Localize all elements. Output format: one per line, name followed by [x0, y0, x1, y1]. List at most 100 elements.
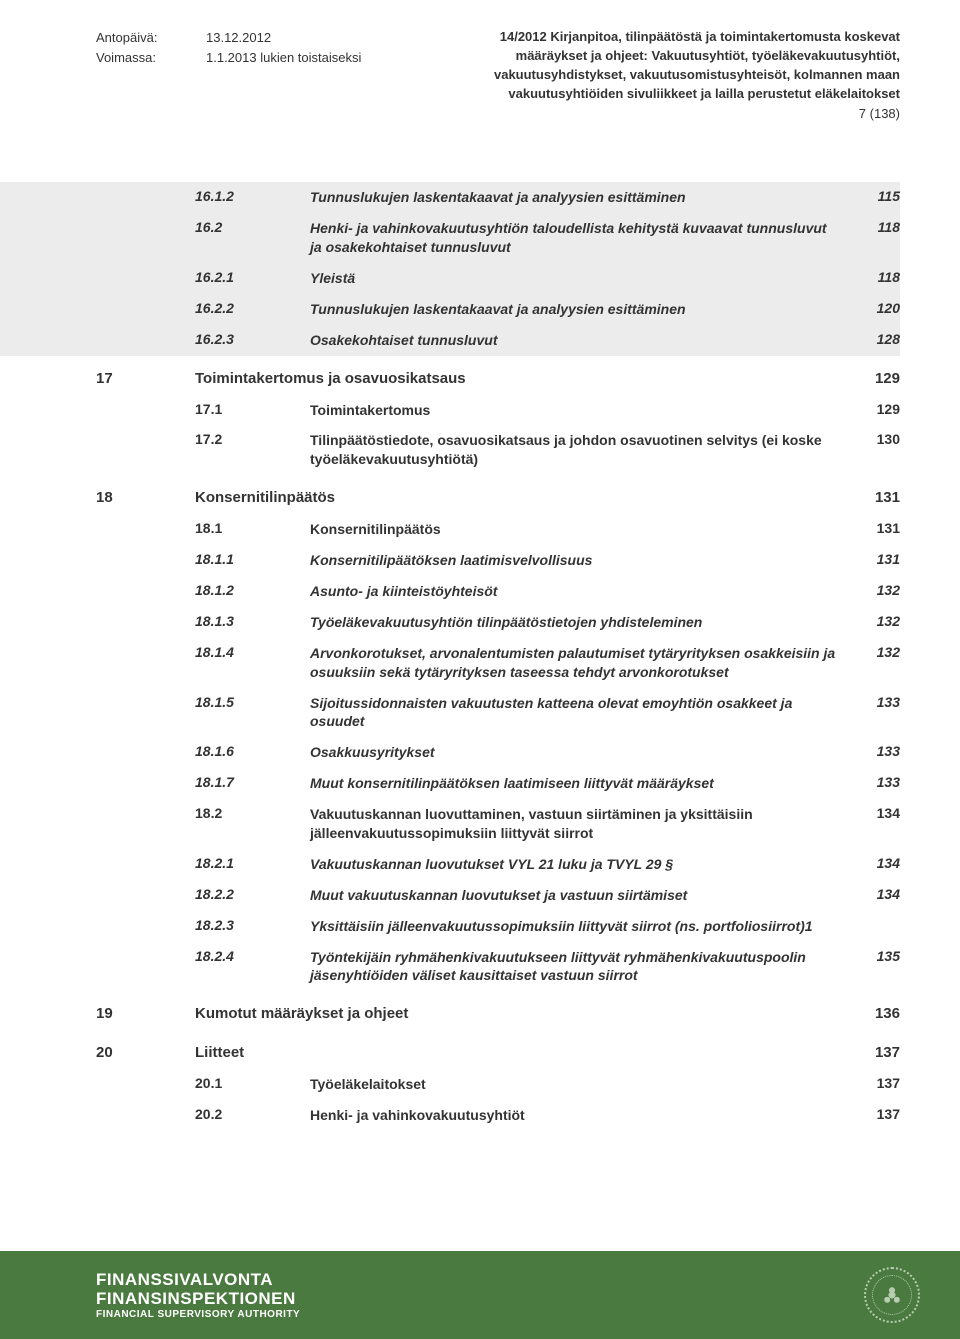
toc-chapter-number: 18 — [0, 489, 195, 506]
toc-row: 18.1.4Arvonkorotukset, arvonalentumisten… — [0, 638, 900, 688]
toc-entry-page: 133 — [854, 743, 900, 759]
toc-row: 18.2.4Työntekijäin ryhmähenkivakuutuksee… — [0, 942, 900, 992]
seal-icon — [864, 1267, 920, 1323]
toc-entry-number: 18.1.5 — [195, 694, 310, 710]
document-header: Antopäivä: 13.12.2012 Voimassa: 1.1.2013… — [0, 0, 960, 172]
toc-entry-title: Vakuutuskannan luovuttaminen, vastuun si… — [310, 805, 854, 843]
toc-row: 18.1Konsernitilinpäätös131 — [0, 514, 900, 545]
footer-line-2: FINANSINSPEKTIONEN — [96, 1289, 300, 1309]
toc-entry-page: 137 — [854, 1106, 900, 1122]
toc-entry-title: Muut vakuutuskannan luovutukset ja vastu… — [310, 886, 854, 905]
toc-entry-title: Vakuutuskannan luovutukset VYL 21 luku j… — [310, 855, 854, 874]
toc-entry-page: 137 — [854, 1044, 900, 1061]
toc-entry-page: 132 — [854, 644, 900, 660]
toc-entry-number: 20.1 — [195, 1075, 310, 1091]
toc-entry-title: Yksittäisiin jälleenvakuutussopimuksiin … — [310, 917, 854, 936]
toc-row: 18.2.3Yksittäisiin jälleenvakuutussopimu… — [0, 911, 900, 942]
toc-entry-page: 128 — [854, 331, 900, 347]
toc-row: 18.1.6Osakkuusyritykset133 — [0, 737, 900, 768]
toc-entry-number: 16.2 — [195, 219, 310, 235]
toc-chapter-number: 17 — [0, 370, 195, 387]
toc-entry-title: Työeläkelaitokset — [310, 1075, 854, 1094]
page-number: 7 (138) — [494, 105, 900, 124]
toc-entry-page: 132 — [854, 613, 900, 629]
toc-section-row: 17Toimintakertomus ja osavuosikatsaus129 — [0, 356, 900, 395]
toc-row: 18.1.2Asunto- ja kiinteistöyhteisöt132 — [0, 576, 900, 607]
toc-row: 18.1.3Työeläkevakuutusyhtiön tilinpäätös… — [0, 607, 900, 638]
toc-entry-title: Arvonkorotukset, arvonalentumisten palau… — [310, 644, 854, 682]
toc-entry-title: Osakkuusyritykset — [310, 743, 854, 762]
toc-entry-page: 115 — [854, 188, 900, 204]
toc-row: 16.2.2Tunnuslukujen laskentakaavat ja an… — [0, 294, 900, 325]
toc-entry-title: Osakekohtaiset tunnusluvut — [310, 331, 854, 350]
issue-date-value: 13.12.2012 — [206, 28, 271, 48]
toc-chapter-number: 20 — [0, 1044, 195, 1061]
toc-entry-title: Henki- ja vahinkovakuutusyhtiöt — [310, 1106, 854, 1125]
toc-entry-page: 134 — [854, 855, 900, 871]
toc-entry-title: Asunto- ja kiinteistöyhteisöt — [310, 582, 854, 601]
toc-entry-title: Työntekijäin ryhmähenkivakuutukseen liit… — [310, 948, 854, 986]
toc-section-title: Toimintakertomus ja osavuosikatsaus — [195, 370, 854, 387]
footer: FINANSSIVALVONTA FINANSINSPEKTIONEN FINA… — [0, 1251, 960, 1339]
toc-entry-number: 16.2.1 — [195, 269, 310, 285]
title-line: vakuutusyhtiöiden sivuliikkeet ja lailla… — [494, 85, 900, 104]
toc-row: 18.2.1Vakuutuskannan luovutukset VYL 21 … — [0, 849, 900, 880]
toc-entry-page: 133 — [854, 774, 900, 790]
toc-row: 16.2Henki- ja vahinkovakuutusyhtiön talo… — [0, 213, 900, 263]
toc-row: 20.2Henki- ja vahinkovakuutusyhtiöt137 — [0, 1100, 900, 1131]
toc-section-row: 18Konsernitilinpäätös131 — [0, 475, 900, 514]
toc-entry-page: 129 — [854, 370, 900, 387]
toc-entry-number: 18.1.6 — [195, 743, 310, 759]
toc-entry-title: Työeläkevakuutusyhtiön tilinpäätöstietoj… — [310, 613, 854, 632]
title-line: määräykset ja ohjeet: Vakuutusyhtiöt, ty… — [494, 47, 900, 66]
toc-entry-title: Muut konsernitilinpäätöksen laatimiseen … — [310, 774, 854, 793]
toc-row: 18.1.1Konsernitilipäätöksen laatimisvelv… — [0, 545, 900, 576]
title-line: 14/2012 Kirjanpitoa, tilinpäätöstä ja to… — [494, 28, 900, 47]
toc-entry-number: 20.2 — [195, 1106, 310, 1122]
toc-entry-number: 18.1.3 — [195, 613, 310, 629]
toc-entry-number: 18.2.3 — [195, 917, 310, 933]
toc-entry-page: 120 — [854, 300, 900, 316]
toc-entry-number: 18.1.4 — [195, 644, 310, 660]
toc-entry-number: 18.2.4 — [195, 948, 310, 964]
toc-row: 17.2Tilinpäätöstiedote, osavuosikatsaus … — [0, 425, 900, 475]
toc-entry-page: 133 — [854, 694, 900, 710]
toc-entry-page: 131 — [854, 520, 900, 536]
valid-label: Voimassa: — [96, 48, 206, 68]
toc-entry-title: Tunnuslukujen laskentakaavat ja analyysi… — [310, 188, 854, 207]
toc-entry-title: Henki- ja vahinkovakuutusyhtiön taloudel… — [310, 219, 854, 257]
toc-entry-page: 134 — [854, 886, 900, 902]
toc-row: 18.1.5Sijoitussidonnaisten vakuutusten k… — [0, 688, 900, 738]
toc-entry-page: 130 — [854, 431, 900, 447]
toc-entry-number: 17.1 — [195, 401, 310, 417]
title-line: vakuutusyhdistykset, vakuutusomistusyhte… — [494, 66, 900, 85]
toc-row: 18.2Vakuutuskannan luovuttaminen, vastuu… — [0, 799, 900, 849]
toc-entry-number: 18.2.1 — [195, 855, 310, 871]
toc-entry-number: 18.1.2 — [195, 582, 310, 598]
table-of-contents: 16.1.2Tunnuslukujen laskentakaavat ja an… — [0, 172, 960, 1131]
toc-entry-page: 131 — [854, 489, 900, 506]
toc-entry-number: 18.1.1 — [195, 551, 310, 567]
toc-row: 20.1Työeläkelaitokset137 — [0, 1069, 900, 1100]
toc-entry-page: 136 — [854, 1005, 900, 1022]
toc-row: 17.1Toimintakertomus129 — [0, 395, 900, 426]
valid-value: 1.1.2013 lukien toistaiseksi — [206, 48, 361, 68]
toc-entry-title: Tunnuslukujen laskentakaavat ja analyysi… — [310, 300, 854, 319]
footer-org-name: FINANSSIVALVONTA FINANSINSPEKTIONEN FINA… — [96, 1270, 300, 1321]
toc-entry-number: 18.1.7 — [195, 774, 310, 790]
toc-row: 16.2.1Yleistä118 — [0, 263, 900, 294]
toc-entry-page: 129 — [854, 401, 900, 417]
toc-chapter-number: 19 — [0, 1005, 195, 1022]
header-title: 14/2012 Kirjanpitoa, tilinpäätöstä ja to… — [494, 28, 900, 124]
toc-section-row: 20Liitteet137 — [0, 1030, 900, 1069]
toc-entry-page: 131 — [854, 551, 900, 567]
toc-row: 18.2.2Muut vakuutuskannan luovutukset ja… — [0, 880, 900, 911]
toc-section-title: Konsernitilinpäätös — [195, 489, 854, 506]
toc-entry-page: 135 — [854, 948, 900, 964]
toc-entry-title: Konsernitilipäätöksen laatimisvelvollisu… — [310, 551, 854, 570]
toc-entry-number: 16.2.3 — [195, 331, 310, 347]
toc-entry-title: Toimintakertomus — [310, 401, 854, 420]
issue-date-label: Antopäivä: — [96, 28, 206, 48]
header-meta: Antopäivä: 13.12.2012 Voimassa: 1.1.2013… — [96, 28, 361, 124]
toc-row: 16.1.2Tunnuslukujen laskentakaavat ja an… — [0, 182, 900, 213]
